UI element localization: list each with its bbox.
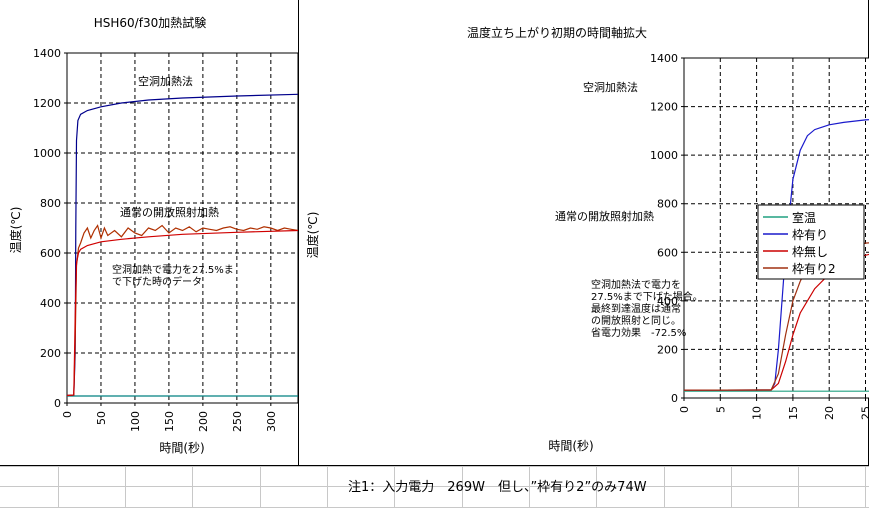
left-chart: HSH60/f30加熱試験 0 200 400 600 800 1000 1200 1400 0 5…: [8, 15, 299, 455]
series-line-4: [66, 229, 299, 397]
y-tick-label: 800: [657, 198, 678, 211]
y-tick-label: 800: [40, 197, 61, 210]
x-tick-label: 0: [61, 411, 74, 418]
series-line-3: [66, 224, 299, 397]
annotation-text: の開放照射と同じ。: [591, 314, 681, 327]
chart-title: HSH60/f30加熱試験: [94, 15, 206, 30]
y-tick-label: 1200: [650, 101, 678, 114]
legend-label: 室温: [792, 210, 816, 225]
annotation-text: 通常の開放照射加熱: [120, 205, 219, 219]
legend-label: 枠有り2: [792, 262, 836, 276]
x-tick-label: 250: [231, 411, 244, 432]
y-tick-label: 600: [657, 246, 678, 259]
annotation-text: で下げた時のデータ: [112, 275, 202, 288]
y-tick-label: 400: [657, 295, 678, 308]
annotation-text: 通常の開放照射加熱: [555, 209, 654, 223]
y-axis-label: 温度(℃): [305, 212, 320, 259]
y-tick-label: 0: [671, 392, 678, 405]
x-axis-label: 時間(秒): [159, 441, 204, 455]
y-tick-label: 1200: [33, 97, 61, 110]
x-tick-label: 0: [678, 406, 691, 413]
y-tick-label: 200: [40, 347, 61, 360]
y-tick-label: 1400: [33, 47, 61, 60]
annotation-text: 空洞加熱法: [583, 80, 638, 94]
x-tick-label: 10: [751, 406, 764, 420]
y-tick-label: 0: [54, 397, 61, 410]
legend-label: 枠無し: [792, 244, 828, 259]
chart-title: 温度立ち上がり初期の時間軸拡大: [467, 25, 647, 40]
right-chart-frame[interactable]: 温度立ち上がり初期の時間軸拡大 0 200 400 600 800 1000 1200 1400…: [298, 0, 869, 466]
plot-area: [66, 52, 299, 404]
x-tick-label: 15: [787, 406, 800, 420]
y-tick-label: 600: [40, 247, 61, 260]
y-axis-label: 温度(℃): [8, 207, 23, 254]
y-tick-label: 1000: [33, 147, 61, 160]
y-tick-label: 200: [657, 343, 678, 356]
y-tick-label: 400: [40, 297, 61, 310]
x-tick-label: 50: [95, 411, 108, 425]
left-chart-frame[interactable]: HSH60/f30加熱試験 0 200 400 600 800 1000 1200 1400 0 5…: [0, 0, 299, 466]
annotation-text: 空洞加熱法: [138, 74, 193, 88]
x-tick-label: 100: [129, 411, 142, 432]
footnote-cell[interactable]: 注1：入力電力 269W 但し、”枠有り2”のみ74W: [348, 480, 647, 495]
y-tick-label: 1000: [650, 149, 678, 162]
x-axis-label: 時間(秒): [548, 439, 593, 453]
annotation-text: 省電力効果 -72.5%: [591, 326, 686, 339]
x-tick-label: 5: [714, 406, 727, 413]
series-line-2: [683, 119, 869, 391]
right-chart: 温度立ち上がり初期の時間軸拡大0200400600800100012001400…: [305, 25, 869, 453]
x-tick-label: 150: [163, 411, 176, 432]
annotation-text: 最終到達温度は通常: [591, 302, 681, 315]
x-tick-label: 300: [265, 411, 278, 432]
y-tick-label: 1400: [650, 52, 678, 65]
x-tick-label: 200: [197, 411, 210, 432]
annotation-text: 27.5%まで下げた場合。: [591, 290, 703, 303]
legend-label: 枠有り: [792, 228, 828, 242]
x-tick-label: 25: [860, 406, 869, 420]
annotation-text: 空洞加熱で電力を27.5%ま: [112, 263, 234, 276]
x-tick-label: 20: [823, 406, 836, 420]
annotation-text: 空洞加熱法で電力を: [591, 278, 681, 291]
